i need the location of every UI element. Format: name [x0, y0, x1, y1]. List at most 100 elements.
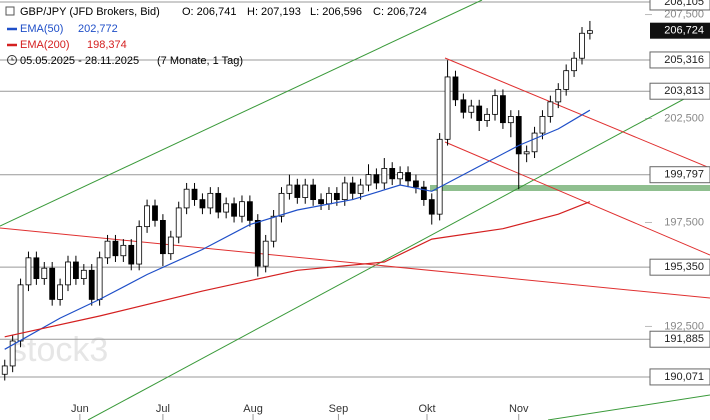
- legend-name: EMA(200): [20, 39, 70, 51]
- candle-body: [515, 116, 522, 155]
- y-tick-label: 197,500: [664, 216, 704, 228]
- candle-body: [270, 215, 277, 242]
- candle-body: [436, 138, 443, 215]
- candle-body: [484, 113, 491, 121]
- candle-body: [144, 205, 150, 228]
- candle-body: [294, 184, 301, 198]
- level-label: 205,316: [664, 54, 704, 66]
- candle-body: [112, 240, 119, 257]
- y-tick-label: 202,500: [664, 112, 704, 124]
- candle-body: [405, 172, 411, 182]
- candle-body: [428, 199, 435, 215]
- candle-body: [183, 188, 190, 209]
- last-price-box: [650, 22, 710, 39]
- candle-body: [563, 70, 570, 90]
- candle-body: [9, 340, 16, 367]
- clock-hand: [11, 57, 14, 61]
- candle-body: [571, 57, 577, 72]
- level-box: [649, 82, 710, 100]
- level-label: 208,105: [664, 0, 704, 8]
- trend-line: [0, 0, 483, 227]
- ohlc-label: C: 206,724: [373, 6, 427, 18]
- level-box: [649, 0, 710, 11]
- candle-body: [460, 99, 467, 113]
- trend-line: [444, 57, 710, 169]
- candle-body: [191, 188, 198, 201]
- period: 05.05.2025 - 28.11.2025: [20, 55, 139, 67]
- candle-body: [88, 269, 95, 300]
- x-tick-label: Sep: [329, 403, 349, 415]
- candle-body: [215, 192, 222, 213]
- level-box: [649, 51, 710, 69]
- candle-body: [120, 244, 127, 257]
- x-tick-label: Jun: [71, 403, 89, 415]
- candle-body: [539, 116, 546, 134]
- candle-body: [278, 192, 285, 217]
- x-tick-label: Nov: [509, 403, 529, 415]
- candle-body: [231, 203, 237, 217]
- candle-body: [531, 132, 538, 153]
- trend-line: [87, 84, 710, 420]
- candle-body: [500, 95, 506, 124]
- y-tick-label: 207,500: [664, 8, 704, 20]
- candle-body: [239, 201, 245, 217]
- candle-body: [199, 199, 206, 209]
- candle-body: [357, 184, 364, 194]
- candle-body: [420, 186, 427, 201]
- candle-body: [507, 116, 514, 124]
- candle-body: [128, 244, 135, 265]
- x-tick-label: Aug: [243, 403, 263, 415]
- candle-body: [80, 269, 87, 280]
- candle-body: [136, 226, 143, 265]
- trend-line: [444, 141, 710, 256]
- support-zone: [430, 185, 710, 191]
- level-label: 191,885: [664, 333, 704, 345]
- candle-body: [373, 174, 380, 184]
- level-label: 195,350: [664, 261, 704, 273]
- candle-body: [223, 203, 230, 213]
- collapse-icon[interactable]: [5, 6, 15, 16]
- candle-body: [57, 284, 63, 300]
- candle-body: [65, 261, 71, 286]
- candle-body: [73, 261, 79, 280]
- candle-body: [341, 182, 348, 201]
- candle-body: [25, 257, 32, 286]
- candle-body: [587, 30, 593, 34]
- candle-body: [254, 219, 261, 267]
- level-box: [649, 368, 710, 386]
- candle-body: [523, 151, 530, 155]
- level-box: [649, 258, 710, 276]
- candle-body: [152, 205, 158, 221]
- watermark: stock3: [10, 331, 108, 369]
- level-label: 190,071: [664, 371, 704, 383]
- candle-body: [389, 168, 396, 180]
- candle-body: [365, 174, 372, 186]
- candle-body: [547, 101, 554, 117]
- x-tick-label: Jul: [156, 403, 170, 415]
- period-note: (7 Monate, 1 Tag): [157, 55, 243, 67]
- ohlc-label: O: 206,741: [182, 6, 236, 18]
- candle-body: [413, 180, 419, 188]
- candle-body: [397, 172, 404, 180]
- candle-body: [579, 32, 585, 59]
- candle-body: [207, 192, 214, 209]
- candle-body: [167, 236, 174, 255]
- level-label: 199,797: [664, 169, 704, 181]
- candle-body: [104, 240, 111, 259]
- trend-line: [0, 227, 710, 299]
- legend-value: 202,772: [78, 23, 118, 35]
- candle-body: [381, 168, 388, 184]
- ema-line: [4, 109, 591, 350]
- ohlc-label: H: 207,193: [247, 6, 301, 18]
- x-tick-label: Okt: [418, 403, 435, 415]
- clock-icon: [7, 55, 17, 65]
- level-box: [649, 166, 710, 184]
- candle-body: [49, 267, 56, 300]
- level-label: 203,813: [664, 85, 704, 97]
- candle-body: [310, 184, 317, 201]
- candle-body: [555, 89, 562, 103]
- legend: GBP/JPY (JFD Brokers, Bid) O: 206,741 H:…: [5, 6, 427, 67]
- candle-body: [41, 267, 48, 280]
- legend-value: 198,374: [87, 39, 127, 51]
